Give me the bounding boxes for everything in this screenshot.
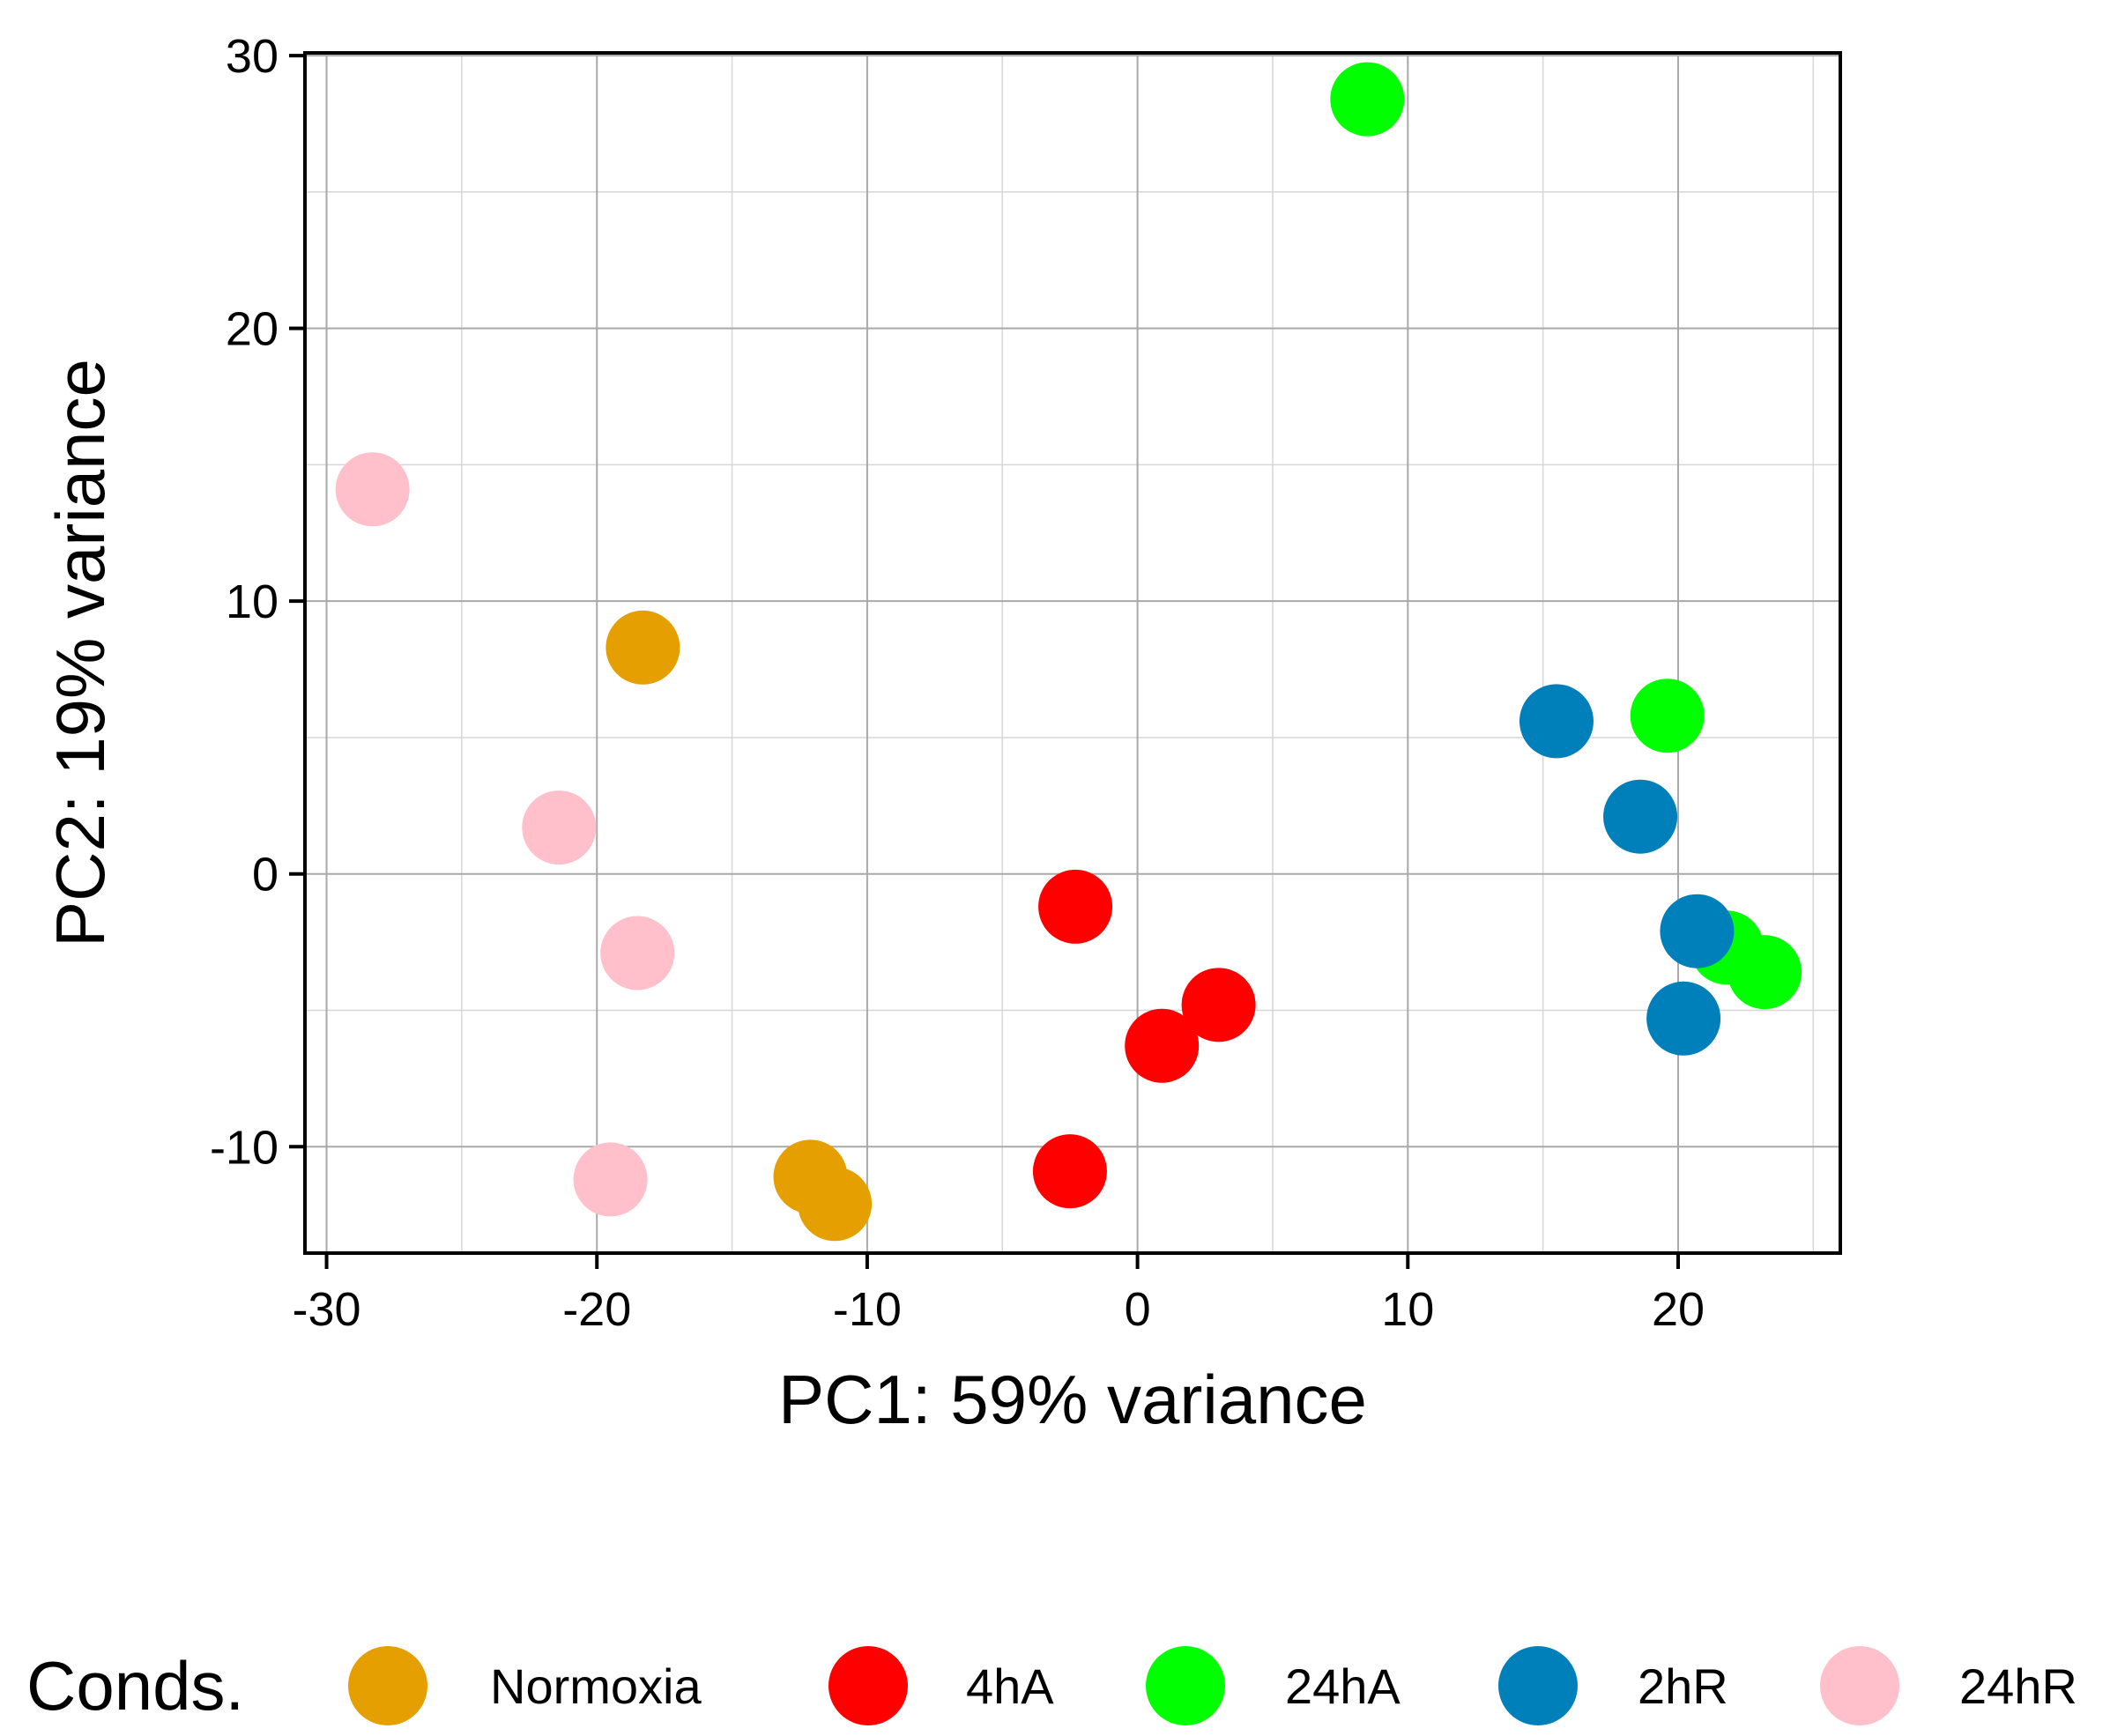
x-tick-label: 20 [1652, 1283, 1705, 1336]
legend-key [1498, 1646, 1578, 1725]
x-tick-label: -10 [833, 1283, 902, 1336]
data-point [1125, 1008, 1200, 1083]
y-axis-title: PC2: 19% variance [41, 359, 119, 947]
legend-label: Normoxia [490, 1658, 702, 1714]
plot-panel-border [303, 51, 1842, 1255]
data-point [1519, 684, 1594, 759]
data-point [573, 1142, 648, 1217]
data-point [606, 610, 680, 685]
data-point [1660, 894, 1735, 968]
x-tick-label: 10 [1381, 1283, 1434, 1336]
x-tick-label: 0 [1125, 1283, 1151, 1336]
y-tick-label: 20 [226, 303, 279, 356]
legend-label: 24hR [1959, 1658, 2077, 1714]
data-point [335, 452, 410, 527]
y-tick-label: 0 [252, 849, 279, 901]
legend-key [1820, 1646, 1899, 1725]
x-tick-label: -20 [562, 1283, 631, 1336]
legend-label: 24hA [1285, 1658, 1401, 1714]
data-point [1603, 779, 1678, 854]
data-points [335, 62, 1802, 1242]
legend-key [348, 1646, 427, 1725]
data-point [600, 916, 675, 990]
legend-key [1146, 1646, 1225, 1725]
data-point [1630, 679, 1705, 753]
y-tick-label: -10 [210, 1121, 279, 1174]
data-point [1032, 1134, 1107, 1209]
y-tick-label: 30 [226, 30, 279, 83]
x-axis-title: PC1: 59% variance [778, 1361, 1367, 1438]
legend-label: 2hR [1638, 1658, 1728, 1714]
legend-title: Conds. [26, 1647, 244, 1725]
data-point [1181, 968, 1256, 1042]
data-point [1038, 869, 1113, 944]
data-point [522, 790, 597, 865]
data-point [1646, 981, 1721, 1056]
legend-key [828, 1646, 908, 1725]
legend: Conds. Normoxia 4hA 24hA 2hR 24hR [26, 1646, 2077, 1725]
data-point [798, 1167, 873, 1242]
data-point [1330, 62, 1405, 137]
axes: -30 -20 -10 0 10 20 -10 0 10 20 30 [210, 30, 1705, 1336]
x-tick-label: -30 [293, 1283, 361, 1336]
legend-label: 4hA [966, 1658, 1054, 1714]
data-point [1727, 935, 1802, 1010]
y-tick-label: 10 [226, 575, 279, 628]
